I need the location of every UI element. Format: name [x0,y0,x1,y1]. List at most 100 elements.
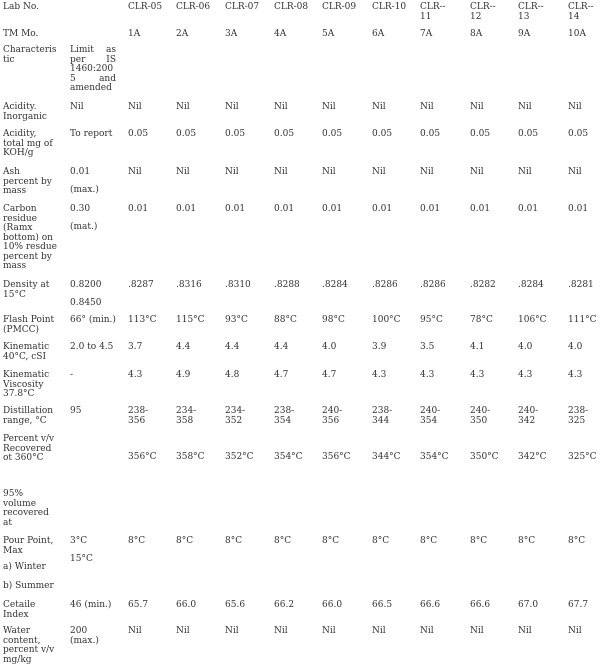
cell-value: Nil [372,102,386,112]
cell-value: 238- 344 [372,406,393,426]
label-line: (PMCC) [3,324,40,335]
label-line: Percent v/v [3,434,55,444]
cell-value: 354°C [420,452,449,462]
cell-value: Nil [225,626,239,636]
cell-value: 0.05 [128,129,149,139]
cell-line: 234- [176,406,197,416]
cell-value: .8284 [518,280,544,290]
cell-line: 350 [470,415,488,426]
cell-value: 113°C [128,315,157,325]
label-line: at [3,517,12,528]
cell-value: Nil [274,167,288,177]
cell-value: 4.7 [274,370,289,380]
label-line: Acidity. [3,102,37,112]
tm-id: 5A [322,29,335,39]
cell-value: Nil [128,167,142,177]
pour-point-winter-label: a) Winter [3,562,46,572]
row-label-density: Density at 15°C [3,280,50,300]
label-line: content, [3,635,41,646]
lab-id: CLR-- 14 [568,2,594,22]
cell-value: .8287 [128,280,154,290]
tm-id: 1A [128,29,141,39]
cell-value: 0.05 [372,129,393,139]
lab-id-part: 13 [518,11,530,22]
limit-value: 0.8200 [70,280,102,290]
label-line: Inorganic [3,111,47,122]
characteristic-header: Characteris tic [3,45,57,65]
limit-value: (max.) [70,185,99,195]
cell-value: 0.01 [176,204,197,214]
label-line: recovered [3,508,49,518]
cell-value: 4.1 [470,342,485,352]
cell-value: Nil [470,167,484,177]
cell-line: 238- [372,406,393,416]
cell-value: Nil [274,626,288,636]
cell-line: 352 [225,415,243,426]
cell-value: 0.05 [470,129,491,139]
cell-value: 95°C [420,315,443,325]
label-line: KOH/g [3,148,34,158]
cell-value: 78°C [470,315,493,325]
label-line: ot 360°C [3,453,44,463]
cell-line: 240- [518,406,539,416]
cell-value: 356°C [128,452,157,462]
header-line: 5 and [70,73,116,84]
lab-no-label: Lab No. [3,2,39,12]
cell-value: 8°C [568,536,586,546]
cell-value: 354°C [274,452,303,462]
cell-value: 0.01 [225,204,246,214]
label-line: 10% resdue [3,242,57,252]
label-line: Distillation [3,406,54,416]
label-line: Flash Point [3,315,55,325]
cell-value: 0.01 [372,204,393,214]
lab-id: CLR-09 [322,2,357,12]
limit-header: Limit as per IS 1460:200 5 and amended [70,45,116,94]
cell-value: 0.01 [274,204,295,214]
cell-value: 0.01 [518,204,539,214]
cell-value: Nil [568,626,582,636]
label-line: percent by [3,251,52,262]
lab-id: CLR-07 [225,2,260,12]
cell-line: 234- [225,406,246,416]
cell-value: 8°C [274,536,292,546]
cell-value: 3.7 [128,342,143,352]
cell-line: 240- [322,406,343,416]
label-line: volume [3,498,37,509]
cell-value: 8°C [518,536,536,546]
cell-line: 344 [372,415,390,426]
label-line: Viscosity [3,379,44,390]
cell-value: Nil [470,102,484,112]
label-line: Water [3,626,31,636]
cell-value: 8°C [322,536,340,546]
cell-value: Nil [518,167,532,177]
cell-line: 240- [470,406,491,416]
cell-value: Nil [176,102,190,112]
row-label-cetane-index: Cetaile Index [3,600,35,620]
cell-value: 238- 325 [568,406,588,426]
limit-value: 3°C [70,536,88,546]
cell-value: 344°C [372,452,401,462]
label-line: 37.8°C [3,389,35,399]
row-label-percent-recovered: Percent v/v Recovered ot 360°C [3,434,55,464]
cell-value: 4.4 [274,342,289,352]
cell-value: .8310 [225,280,251,290]
cell-value: Nil [322,626,336,636]
pour-point-summer-label: b) Summer [3,581,54,591]
tm-id: 4A [274,29,287,39]
label-line: Index [3,609,29,620]
cell-value: 0.01 [568,204,589,214]
header-line: Limit as [70,45,116,55]
label-line: range, °C [3,415,47,426]
cell-value: 342°C [518,452,547,462]
tm-no-label: TM Mo. [3,29,39,39]
cell-value: 4.9 [176,370,191,380]
cell-value: 88°C [274,315,297,325]
label-line: percent v/v [3,645,55,655]
cell-value: 4.8 [225,370,240,380]
tm-id: 6A [372,29,385,39]
cell-value: 65.6 [225,600,246,610]
cell-value: .8286 [372,280,398,290]
header-line: 1460:200 [70,64,114,74]
label-line: Density at [3,280,50,290]
cell-line: 354 [420,415,438,426]
